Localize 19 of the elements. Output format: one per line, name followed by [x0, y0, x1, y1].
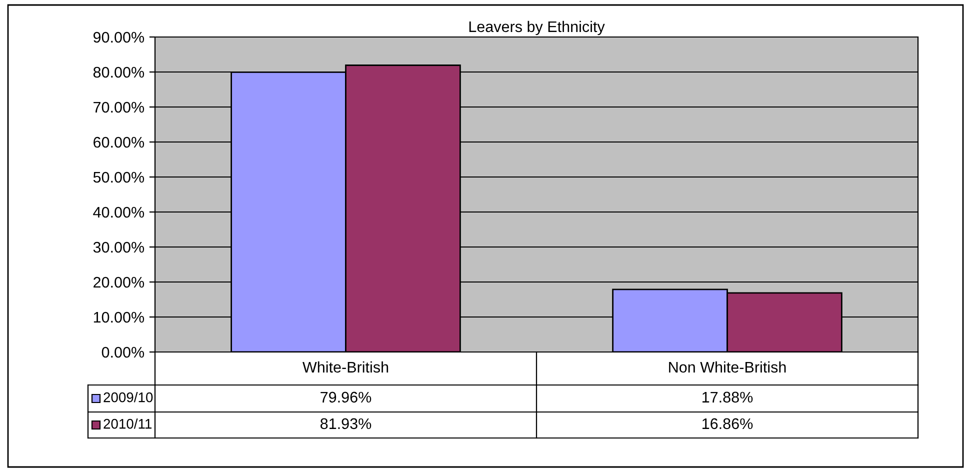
y-tick-label: 90.00%	[93, 32, 144, 43]
y-tick-label: 50.00%	[93, 172, 144, 183]
y-tick-label: 70.00%	[94, 102, 144, 113]
data-label: 16.86%	[702, 418, 753, 430]
y-tick-label: 40.00%	[93, 206, 144, 218]
y-tick-label: 30.00%	[93, 242, 144, 253]
y-tick-label: 80.00%	[93, 66, 144, 78]
data-label: 17.88%	[702, 392, 753, 403]
y-tick-label: 0.00%	[102, 346, 144, 358]
chart-title: Leavers by Ethnicity	[469, 20, 605, 36]
data-label: 79.96%	[320, 392, 372, 403]
y-tick-label: 10.00%	[94, 312, 144, 323]
data-label: 81.93%	[320, 418, 372, 430]
legend-label: 2010/11	[104, 418, 152, 429]
y-tick-label: 20.00%	[94, 276, 144, 288]
y-tick-label: 60.00%	[94, 136, 144, 148]
x-tick-label: White-British	[302, 361, 388, 373]
legend-label: 2009/10	[104, 392, 153, 402]
x-tick-label: Non White-British	[669, 361, 786, 373]
